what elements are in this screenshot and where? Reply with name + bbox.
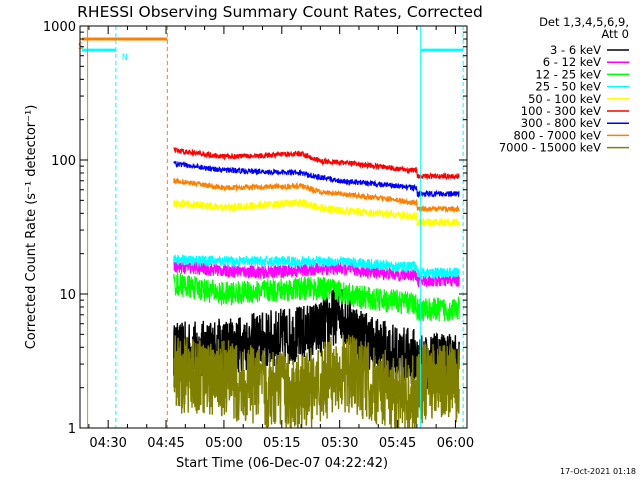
y-tick-label: 10 — [59, 288, 76, 303]
x-tick-label: 05:30 — [321, 436, 358, 451]
markers-layer: SN — [78, 26, 464, 428]
y-tick-label: 100 — [51, 154, 76, 169]
series-layer — [173, 146, 460, 429]
legend-label: 50 - 100 keV — [528, 92, 601, 106]
series-line-7 — [173, 177, 460, 214]
legend-label: 300 - 800 keV — [521, 116, 601, 130]
x-tick-label: 04:30 — [89, 436, 126, 451]
legend-label: 6 - 12 keV — [543, 55, 601, 69]
series-line-6 — [173, 160, 460, 199]
series-line-5 — [173, 146, 460, 181]
plot-frame — [79, 25, 468, 429]
generated-timestamp: 17-Oct-2021 01:18 — [560, 467, 636, 476]
x-tick-label: 04:45 — [147, 436, 184, 451]
x-axis: 04:30 04:45 05:00 05:15 05:30 05:45 06:00 — [88, 26, 474, 451]
legend-label: 25 - 50 keV — [535, 80, 601, 94]
x-axis-label: Start Time (06-Dec-07 04:22:42) — [176, 456, 388, 471]
series-line-2 — [173, 272, 460, 322]
legend-label: 3 - 6 keV — [550, 43, 601, 57]
y-tick-label: 1000 — [43, 20, 76, 35]
y-axis: 1 10 100 1000 — [43, 20, 467, 437]
legend-label: 7000 - 15000 keV — [499, 141, 601, 155]
legend-label: 100 - 300 keV — [521, 104, 601, 118]
series-line-1 — [173, 259, 460, 288]
series-line-8 — [173, 334, 460, 429]
x-tick-label: 05:00 — [205, 436, 242, 451]
marker-label: N — [122, 53, 127, 63]
y-axis-label: Corrected Count Rate (s⁻¹ detector⁻¹) — [24, 105, 39, 350]
legend-label: 12 - 25 keV — [535, 67, 601, 81]
legend-header-line-2: Att 0 — [601, 27, 629, 41]
series-line-4 — [173, 198, 460, 228]
x-tick-label: 06:00 — [437, 436, 474, 451]
chart-title: RHESSI Observing Summary Count Rates, Co… — [77, 3, 483, 21]
x-tick-label: 05:45 — [379, 436, 416, 451]
x-tick-label: 05:15 — [263, 436, 300, 451]
y-tick-label: 1 — [68, 422, 76, 437]
series-line-3 — [173, 254, 460, 280]
legend-header-line-1: Det 1,3,4,5,6,9, — [539, 15, 629, 29]
legend-label: 800 - 7000 keV — [513, 128, 601, 142]
